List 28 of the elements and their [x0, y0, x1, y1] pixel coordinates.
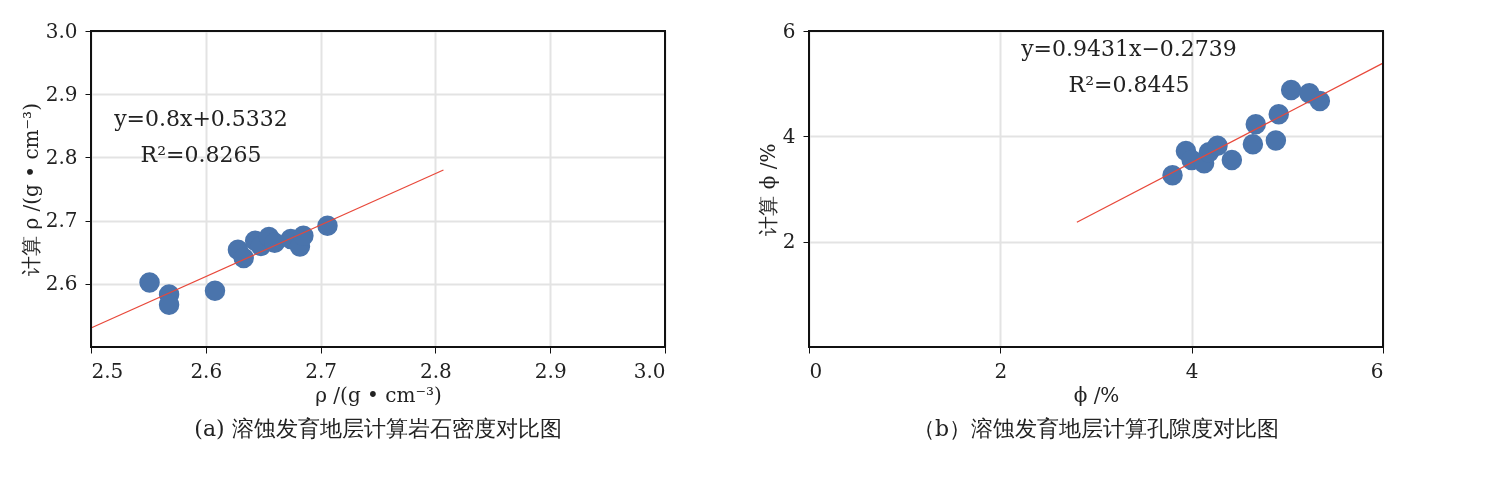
y-tick-label: 2.9 [45, 81, 78, 106]
y-tick-label: 3.0 [45, 18, 78, 43]
text: （b）溶蚀发育地层计算孔隙度对比图 [912, 416, 1280, 441]
y-axis-title: 计算 ρ /(g • cm⁻³) [18, 103, 43, 276]
x-tick-label: 2.5 [91, 358, 124, 383]
x-axis-title: ϕ /% [1073, 382, 1120, 407]
annotation: R²=0.8445 [1068, 72, 1190, 97]
x-tick-label: 2.8 [419, 358, 452, 383]
y-tick-label: 2 [782, 229, 796, 254]
y-tick-label: 2.8 [45, 144, 78, 169]
y-tick-label: 4 [782, 123, 796, 148]
x-tick-label: 3.0 [633, 358, 666, 383]
x-tick-label: 0 [809, 358, 823, 383]
y-axis-title: 计算 ϕ /% [755, 143, 780, 236]
x-tick-label: 6 [1370, 358, 1384, 383]
annotation: R²=0.8265 [140, 142, 262, 167]
text: (a) 溶蚀发育地层计算岩石密度对比图 [194, 416, 562, 441]
y-tick-label: 2.7 [45, 208, 78, 233]
x-tick-label: 2 [994, 358, 1008, 383]
x-tick-label: 2.7 [305, 358, 338, 383]
x-tick-label: 2.6 [190, 358, 223, 383]
y-tick-label: 2.6 [45, 271, 78, 296]
x-tick-label: 2.9 [534, 358, 567, 383]
annotation: y=0.8x+0.5332 [113, 106, 288, 131]
annotation: y=0.9431x−0.2739 [1020, 36, 1237, 61]
x-tick-label: 4 [1185, 358, 1199, 383]
y-tick-label: 6 [782, 18, 796, 43]
x-axis-title: ρ /(g • cm⁻³) [315, 382, 442, 407]
